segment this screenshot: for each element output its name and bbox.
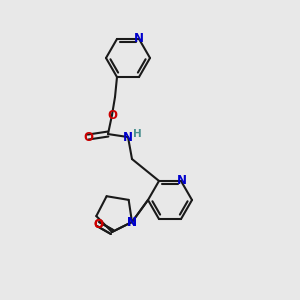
Text: N: N — [177, 174, 187, 188]
Text: N: N — [134, 32, 144, 45]
Text: O: O — [83, 130, 93, 144]
Text: H: H — [133, 129, 141, 139]
Text: N: N — [123, 130, 133, 144]
Text: N: N — [127, 215, 137, 229]
Text: O: O — [93, 218, 103, 230]
Text: O: O — [93, 218, 103, 230]
Text: N: N — [127, 215, 137, 229]
Text: O: O — [107, 109, 117, 122]
